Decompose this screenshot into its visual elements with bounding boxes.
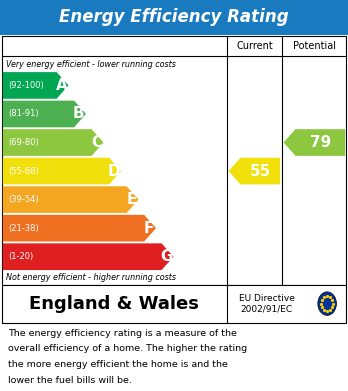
Polygon shape	[229, 158, 280, 185]
Polygon shape	[3, 158, 121, 185]
Text: 55: 55	[250, 163, 271, 179]
Text: Energy Efficiency Rating: Energy Efficiency Rating	[59, 9, 289, 27]
Text: (92-100): (92-100)	[8, 81, 44, 90]
Text: A: A	[55, 78, 67, 93]
Polygon shape	[3, 186, 139, 213]
Text: Potential: Potential	[293, 41, 335, 51]
Ellipse shape	[318, 292, 337, 315]
Text: lower the fuel bills will be.: lower the fuel bills will be.	[8, 376, 132, 385]
Text: Very energy efficient - lower running costs: Very energy efficient - lower running co…	[6, 60, 176, 70]
Text: (81-91): (81-91)	[8, 109, 39, 118]
Text: (55-68): (55-68)	[8, 167, 39, 176]
Text: Not energy efficient - higher running costs: Not energy efficient - higher running co…	[6, 273, 176, 282]
Text: overall efficiency of a home. The higher the rating: overall efficiency of a home. The higher…	[8, 344, 247, 353]
Polygon shape	[3, 100, 86, 127]
Text: B: B	[73, 106, 85, 122]
Text: EU Directive
2002/91/EC: EU Directive 2002/91/EC	[239, 294, 294, 313]
Bar	[2, 36, 346, 285]
Text: D: D	[108, 163, 120, 179]
Polygon shape	[3, 129, 103, 156]
Text: F: F	[144, 221, 154, 236]
Text: E: E	[126, 192, 136, 207]
Text: (39-54): (39-54)	[8, 195, 39, 204]
Text: G: G	[160, 249, 173, 264]
Text: C: C	[91, 135, 102, 150]
Text: (21-38): (21-38)	[8, 224, 39, 233]
Text: (69-80): (69-80)	[8, 138, 39, 147]
Text: (1-20): (1-20)	[8, 252, 33, 261]
Text: 79: 79	[310, 135, 331, 150]
Polygon shape	[284, 129, 345, 156]
Polygon shape	[3, 72, 69, 99]
Text: England & Wales: England & Wales	[29, 294, 198, 313]
Polygon shape	[3, 215, 156, 242]
Bar	[0, 0, 348, 35]
Text: The energy efficiency rating is a measure of the: The energy efficiency rating is a measur…	[8, 329, 237, 338]
Text: the more energy efficient the home is and the: the more energy efficient the home is an…	[8, 360, 228, 369]
Text: Current: Current	[236, 41, 273, 51]
Bar	[2, 285, 346, 323]
Polygon shape	[3, 243, 174, 270]
